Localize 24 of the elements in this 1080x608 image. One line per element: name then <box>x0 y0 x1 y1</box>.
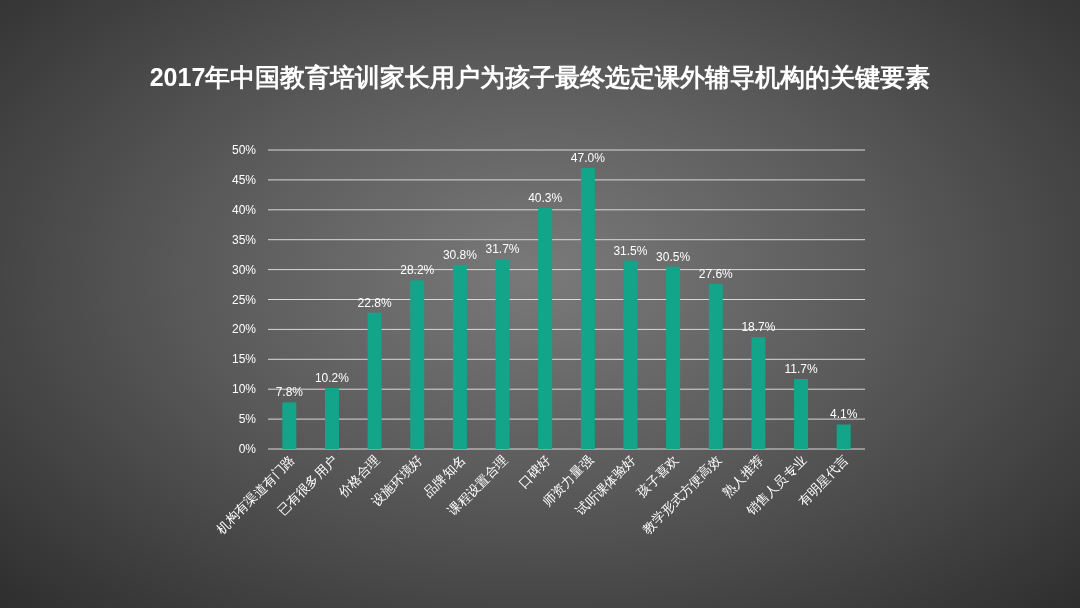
y-tick-label: 30% <box>231 262 257 277</box>
y-tick-label: 5% <box>238 412 257 427</box>
y-tick-label: 45% <box>231 172 257 187</box>
y-tick-label: 25% <box>231 292 257 307</box>
data-label: 47.0% <box>570 150 606 165</box>
chart-title: 2017年中国教育培训家长用户为孩子最终选定课外辅导机构的关键要素 <box>149 63 931 91</box>
data-label: 11.7% <box>784 362 818 377</box>
y-tick-label: 15% <box>231 352 257 367</box>
data-label: 4.1% <box>830 407 858 422</box>
y-tick-label: 20% <box>231 322 257 337</box>
data-label: 27.6% <box>698 266 734 281</box>
y-tick-label: 0% <box>238 442 257 456</box>
y-tick-label: 50% <box>231 143 257 157</box>
data-label: 30.5% <box>656 249 691 264</box>
data-label: 10.2% <box>314 371 350 385</box>
data-label: 30.8% <box>442 247 478 262</box>
data-label: 31.7% <box>485 242 520 257</box>
data-label: 22.8% <box>357 295 392 310</box>
data-label: 7.8% <box>275 385 304 400</box>
y-tick-label: 35% <box>231 232 257 247</box>
data-label: 40.3% <box>528 191 563 206</box>
data-label: 31.5% <box>613 243 648 258</box>
y-tick-label: 40% <box>231 202 257 217</box>
y-tick-label: 10% <box>231 382 257 397</box>
